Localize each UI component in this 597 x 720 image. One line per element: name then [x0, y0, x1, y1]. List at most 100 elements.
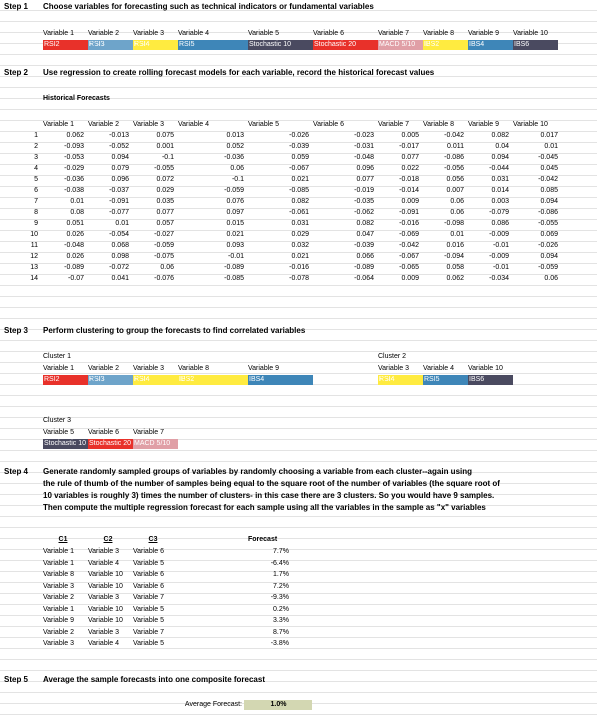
table-cell: -0.034: [489, 275, 509, 282]
sample-variable-cell: Variable 3: [88, 548, 120, 555]
table-cell: 0.032: [291, 242, 309, 249]
variable-header: Variable 4: [178, 30, 210, 37]
sample-variable-cell: Variable 10: [88, 582, 123, 590]
average-forecast-value: 1.0%: [244, 700, 312, 710]
sample-variable-cell: Variable 4: [88, 559, 120, 567]
table-cell: -0.091: [399, 209, 419, 216]
cluster-variable-header: Variable 3: [378, 365, 410, 372]
sample-variable-cell: Variable 3: [88, 594, 120, 601]
table-cell: -0.089: [224, 264, 244, 271]
table-cell: -0.054: [109, 231, 129, 238]
table-cell: 0.085: [540, 187, 558, 194]
table-cell: 0.08: [70, 209, 84, 216]
table-cell: 0.069: [540, 231, 558, 238]
variable-name-cell: RSI3: [88, 40, 133, 50]
table-cell: -0.014: [399, 187, 419, 194]
table-cell: 0.06: [160, 264, 174, 271]
table-cell: 0.082: [491, 132, 509, 139]
variable-header: Variable 9: [468, 30, 500, 37]
cluster-variable-name: RSI5: [423, 375, 468, 385]
sample-variable-cell: Variable 1: [43, 548, 75, 555]
table-cell: -0.098: [444, 220, 464, 227]
sample-forecast-cell: 7.7%: [273, 548, 289, 555]
table-cell: -0.059: [224, 187, 244, 194]
cluster-variable-name: RSI2: [43, 375, 88, 385]
cluster-3-title: Cluster 3: [43, 417, 72, 424]
table-cell: -0.016: [399, 220, 419, 227]
table-cell: 0.005: [401, 132, 419, 139]
step-5-label: Step 5: [4, 675, 29, 684]
table-cell: 0.029: [156, 187, 174, 194]
step-1-text: Choose variables for forecasting such as…: [43, 2, 374, 11]
row-number: 5: [34, 176, 38, 183]
sample-forecast-cell: -3.8%: [270, 640, 289, 647]
variable-header: Variable 7: [378, 30, 410, 37]
cluster-2-title: Cluster 2: [378, 353, 407, 360]
table-cell: -0.048: [64, 242, 84, 249]
average-forecast-label: Average Forecast:: [184, 701, 242, 708]
variable-header: Variable 2: [88, 30, 120, 37]
sample-column-header: C2: [103, 536, 113, 543]
table-cell: -0.036: [224, 154, 244, 161]
table-cell: -0.016: [289, 264, 309, 271]
step-4-label: Step 4: [4, 467, 29, 476]
row-number: 14: [30, 275, 38, 282]
sample-variable-cell: Variable 2: [43, 594, 75, 601]
variable-name-cell: RSI4: [133, 40, 178, 50]
table-cell: 0.047: [356, 231, 374, 238]
cluster-variable-header: Variable 6: [88, 429, 120, 436]
table-cell: -0.061: [289, 209, 309, 216]
variable-name-cell: Stochastic 10: [248, 40, 313, 50]
variable-header: Variable 3: [133, 30, 165, 37]
sample-variable-cell: Variable 5: [133, 617, 165, 624]
table-cell: 0.094: [491, 154, 509, 161]
table-cell: 0.075: [156, 132, 174, 139]
sample-variable-cell: Variable 3: [88, 628, 120, 636]
sample-column-header: C3: [148, 536, 158, 543]
sample-variable-cell: Variable 9: [43, 617, 75, 624]
historical-column-header: Variable 3: [133, 121, 165, 128]
sample-variable-cell: Variable 1: [43, 605, 75, 613]
step-4-line-1: Generate randomly sampled groups of vari…: [43, 467, 473, 476]
table-cell: 0.051: [66, 220, 84, 227]
cluster-variable-name: MACD 5/10: [133, 439, 178, 449]
table-cell: -0.089: [354, 264, 374, 271]
row-number: 10: [30, 231, 38, 238]
historical-column-header: Variable 10: [513, 121, 548, 128]
step-4-line-3: 10 variables is roughly 3) times the num…: [43, 491, 495, 500]
table-cell: 0.026: [66, 253, 84, 260]
table-cell: 0.077: [156, 209, 174, 216]
sample-variable-cell: Variable 1: [43, 559, 75, 567]
table-cell: -0.065: [399, 264, 419, 271]
step-2-label: Step 2: [4, 68, 29, 77]
table-cell: 0.079: [111, 165, 129, 172]
cluster-variable-name: IBS4: [248, 375, 313, 385]
cluster-1-title: Cluster 1: [43, 353, 72, 360]
table-cell: 0.013: [226, 132, 244, 139]
table-cell: 0.017: [540, 132, 558, 139]
table-cell: 0.094: [111, 154, 129, 161]
table-cell: -0.042: [538, 176, 558, 183]
cluster-variable-name: RSI4: [378, 375, 423, 385]
cluster-variable-header: Variable 4: [423, 365, 455, 372]
table-cell: 0.077: [356, 176, 374, 183]
table-cell: -0.037: [109, 187, 129, 194]
table-cell: -0.067: [289, 165, 309, 172]
table-cell: -0.01: [493, 264, 509, 271]
table-cell: -0.059: [538, 264, 558, 271]
row-number: 11: [30, 242, 38, 249]
sample-forecast-cell: 3.3%: [273, 617, 289, 624]
table-cell: -0.023: [354, 132, 374, 139]
table-cell: 0.058: [446, 264, 464, 271]
row-number: 2: [34, 143, 38, 150]
table-cell: -0.086: [538, 209, 558, 216]
table-cell: -0.078: [289, 275, 309, 282]
historical-column-header: Variable 1: [43, 121, 75, 128]
step-3-text: Perform clustering to group the forecast…: [43, 326, 306, 335]
sample-variable-cell: Variable 6: [133, 548, 165, 555]
table-cell: -0.062: [354, 209, 374, 216]
table-cell: -0.052: [109, 143, 129, 150]
table-cell: -0.013: [109, 132, 129, 139]
historical-forecasts-title: Historical Forecasts: [43, 95, 110, 102]
sample-forecast-cell: 7.2%: [273, 582, 289, 590]
